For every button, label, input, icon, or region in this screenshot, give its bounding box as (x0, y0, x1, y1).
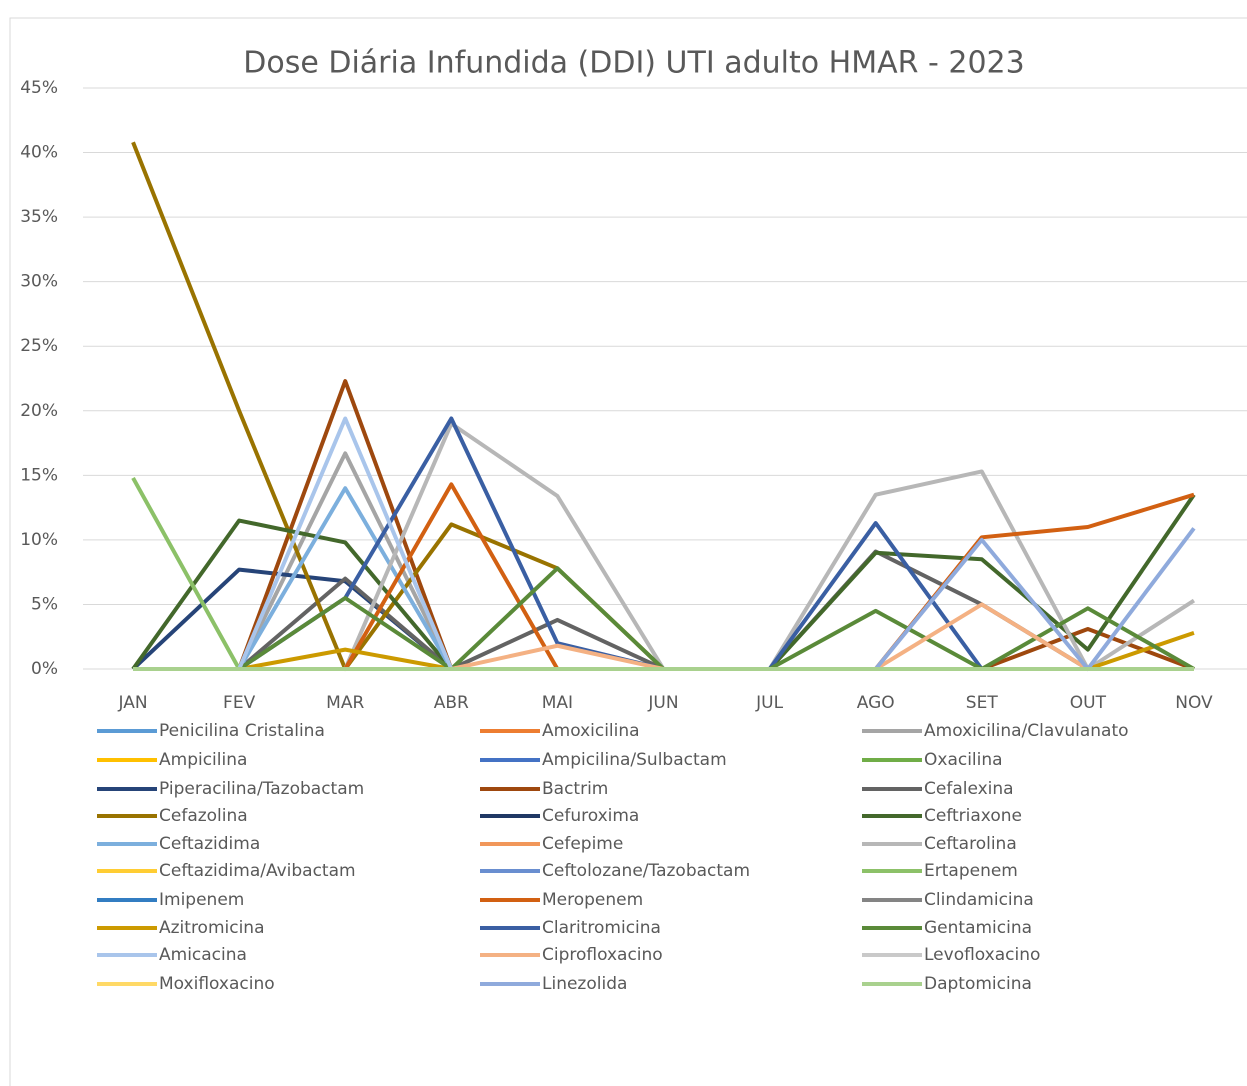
y-tick-label: 40% (20, 143, 58, 163)
legend-label: Ceftazidima (159, 834, 260, 854)
x-tick-label: NOV (1175, 693, 1213, 713)
legend-label: Amoxicilina (542, 721, 640, 741)
y-tick-label: 30% (20, 272, 58, 292)
legend-label: Ceftriaxone (924, 806, 1022, 826)
y-tick-label: 0% (31, 659, 58, 679)
legend-label: Bactrim (542, 779, 608, 799)
legend-label: Meropenem (542, 890, 643, 910)
x-tick-label: MAR (326, 693, 364, 713)
legend-label: Ampicilina/Sulbactam (542, 750, 727, 770)
legend-label: Piperacilina/Tazobactam (159, 779, 364, 799)
legend-label: Moxifloxacino (159, 974, 275, 994)
x-tick-label: SET (966, 693, 999, 713)
legend-label: Ciprofloxacino (542, 945, 663, 965)
x-tick-label: MAI (542, 693, 573, 713)
legend-label: Daptomicina (924, 974, 1032, 994)
legend-label: Ampicilina (159, 750, 247, 770)
legend-label: Ceftolozane/Tazobactam (542, 861, 750, 881)
legend-label: Cefalexina (924, 779, 1014, 799)
legend-label: Linezolida (542, 974, 627, 994)
legend-label: Azitromicina (159, 918, 265, 938)
legend-label: Penicilina Cristalina (159, 721, 325, 741)
y-tick-label: 5% (31, 594, 58, 614)
y-tick-label: 35% (20, 207, 58, 227)
x-tick-label: FEV (223, 693, 256, 713)
legend-label: Amicacina (159, 945, 247, 965)
legend-label: Ertapenem (924, 861, 1018, 881)
y-tick-label: 25% (20, 336, 58, 356)
legend-label: Cefazolina (159, 806, 248, 826)
x-tick-label: JAN (118, 693, 148, 713)
x-tick-label: JUN (647, 693, 678, 713)
x-tick-label: OUT (1070, 693, 1107, 713)
y-tick-label: 15% (20, 465, 58, 485)
x-tick-label: ABR (434, 693, 469, 713)
legend-label: Ceftazidima/Avibactam (159, 861, 356, 881)
legend-label: Oxacilina (924, 750, 1003, 770)
legend-label: Cefuroxima (542, 806, 639, 826)
legend-label: Gentamicina (924, 918, 1032, 938)
legend-label: Cefepime (542, 834, 623, 854)
legend-label: Amoxicilina/Clavulanato (924, 721, 1129, 741)
legend-label: Imipenem (159, 890, 244, 910)
legend-label: Levofloxacino (924, 945, 1040, 965)
legend-label: Claritromicina (542, 918, 661, 938)
x-tick-label: JUL (755, 693, 783, 713)
legend-label: Ceftarolina (924, 834, 1017, 854)
y-tick-label: 10% (20, 530, 58, 550)
y-tick-label: 45% (20, 78, 58, 98)
legend-label: Clindamicina (924, 890, 1034, 910)
x-tick-label: AGO (857, 693, 895, 713)
chart-title: Dose Diária Infundida (DDI) UTI adulto H… (243, 46, 1024, 81)
y-tick-label: 20% (20, 401, 58, 421)
